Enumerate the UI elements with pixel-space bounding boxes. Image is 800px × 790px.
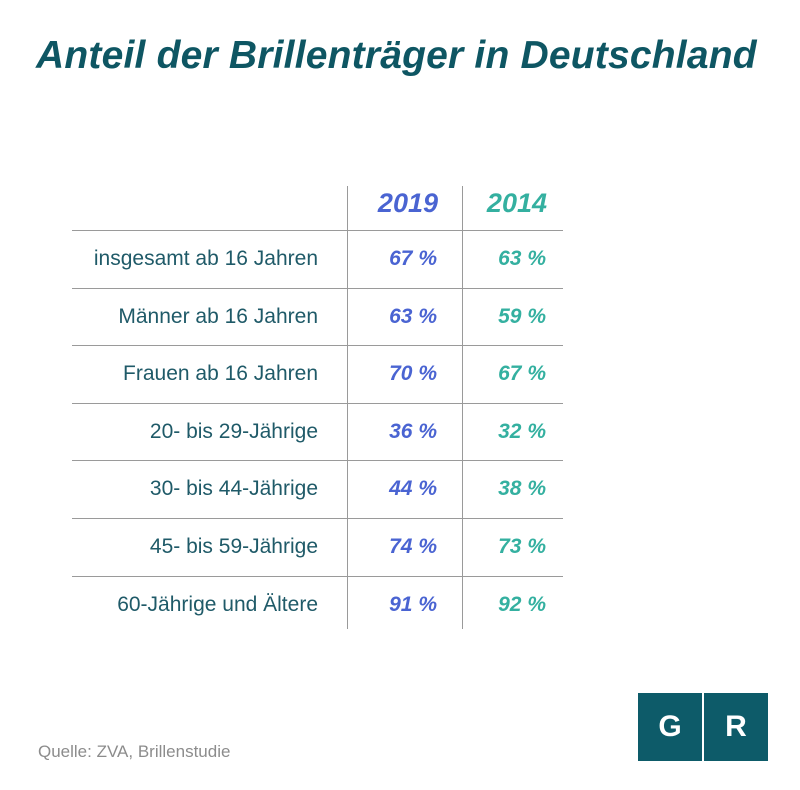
logo-letter-g: G	[658, 710, 682, 743]
row-divider	[72, 345, 563, 347]
row-label: 60-Jährige und Ältere	[117, 592, 318, 616]
value-2019: 70 %	[389, 362, 437, 386]
row-label: Frauen ab 16 Jahren	[123, 362, 318, 386]
gr-logo: G R	[638, 693, 768, 761]
row-divider	[72, 230, 563, 231]
value-2019: 63 %	[389, 304, 437, 328]
row-divider	[72, 460, 563, 462]
logo-letter-r: R	[725, 710, 747, 743]
value-2019: 74 %	[389, 535, 437, 558]
value-2014: 38 %	[498, 477, 546, 501]
row-divider	[72, 518, 563, 519]
value-2014: 32 %	[498, 419, 546, 443]
value-2014: 59 %	[498, 304, 546, 328]
row-label: 45- bis 59-Jährige	[149, 535, 318, 558]
column-divider	[347, 186, 348, 629]
logo-divider	[702, 693, 704, 761]
source-note: Quelle: ZVA, Brillenstudie	[38, 742, 231, 761]
column-header-2014: 2014	[486, 188, 547, 218]
column-header-2019: 2019	[377, 188, 438, 218]
value-2019: 44 %	[389, 477, 437, 501]
row-divider	[72, 287, 563, 289]
value-2014: 92 %	[498, 592, 546, 616]
value-2019: 91 %	[389, 592, 437, 616]
column-divider	[462, 186, 463, 629]
value-2019: 36 %	[389, 419, 437, 443]
value-2014: 67 %	[498, 362, 546, 386]
row-label: 20- bis 29-Jährige	[149, 419, 318, 443]
row-divider	[72, 575, 563, 577]
chart-title: Anteil der Brillenträger in Deutschland	[36, 34, 757, 77]
value-2019: 67 %	[389, 247, 437, 270]
row-label: Männer ab 16 Jahren	[118, 304, 318, 328]
row-label: insgesamt ab 16 Jahren	[93, 247, 318, 270]
row-divider	[72, 402, 563, 404]
value-2014: 73 %	[498, 535, 546, 558]
value-2014: 63 %	[498, 247, 546, 270]
row-label: 30- bis 44-Jährige	[149, 477, 318, 501]
